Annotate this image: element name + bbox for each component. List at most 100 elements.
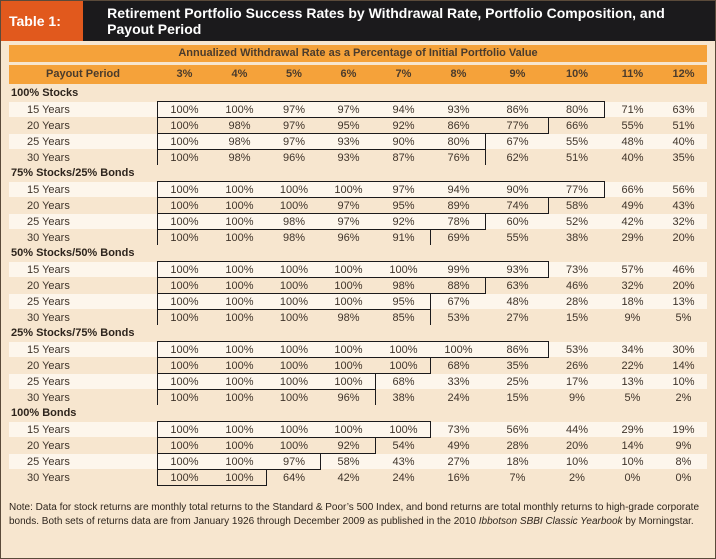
success-rate-cell: 97%	[282, 104, 306, 116]
success-rate-cell: 98%	[228, 152, 251, 164]
table-row: 25 Years 100% 98% 97% 93% 90% 80% 67% 55% 48% 40%	[9, 134, 707, 149]
payout-period-label: 30 Years	[27, 472, 70, 484]
success-rate-cell: 98%	[228, 120, 251, 132]
group-label: 100% Bonds	[11, 407, 77, 419]
success-rate-cell: 100%	[225, 216, 254, 228]
success-rate-cell: 14%	[672, 360, 695, 372]
success-rate-cell: 14%	[621, 440, 644, 452]
payout-period-label: 25 Years	[27, 456, 70, 468]
payout-period-label: 30 Years	[27, 312, 70, 324]
success-rate-cell: 63%	[506, 280, 529, 292]
success-rate-cell: 100%	[389, 360, 418, 372]
success-rate-cell: 9%	[675, 440, 692, 452]
success-rate-cell: 100%	[225, 392, 254, 404]
success-rate-cell: 100%	[225, 104, 254, 116]
success-rate-cell: 100%	[170, 216, 199, 228]
success-rate-cell: 95%	[392, 200, 415, 212]
success-rate-cell: 95%	[337, 120, 360, 132]
table-title: Retirement Portfolio Success Rates by Wi…	[107, 5, 665, 37]
table-row: 15 Years 100% 100% 100% 100% 97% 94% 90% 77% 66% 5…	[9, 182, 707, 197]
success-rate-cell: 100%	[170, 360, 199, 372]
success-rate-cell: 19%	[672, 424, 695, 436]
table-row: 25 Years 100% 100% 97% 58% 43% 27% 18% 10% 10% 8%	[9, 454, 707, 469]
table-row: 15 Years 100% 100% 97% 97% 94% 93% 86% 80% 71% 63%	[9, 102, 707, 117]
success-rate-cell: 34%	[621, 344, 644, 356]
table-row: 15 Years 100% 100% 100% 100% 100% 99% 93% 73% 57%…	[9, 262, 707, 277]
success-rate-cell: 100%	[170, 424, 199, 436]
success-rate-cell: 42%	[621, 216, 644, 228]
success-rate-cell: 48%	[621, 136, 644, 148]
success-rate-cell: 55%	[506, 232, 529, 244]
success-rate-cell: 100%	[389, 344, 418, 356]
column-header-row: Payout Period 3% 4% 5% 6% 7% 8% 9% 10% 11% 12%	[9, 65, 707, 84]
table-row: 25 Years 100% 100% 100% 100% 95% 67% 48% 28% 18% 1…	[9, 294, 707, 309]
success-rate-cell: 40%	[621, 152, 644, 164]
success-rate-cell: 63%	[672, 104, 695, 116]
success-rate-cell: 67%	[447, 296, 470, 308]
success-rate-cell: 87%	[392, 152, 415, 164]
group-header: 100% Bonds	[9, 405, 707, 421]
success-rate-cell: 55%	[565, 136, 589, 148]
payout-period-label: 20 Years	[27, 120, 70, 132]
success-rate-cell: 0%	[675, 472, 692, 484]
success-rate-cell: 10%	[565, 456, 589, 468]
success-rate-cell: 46%	[565, 280, 589, 292]
success-rate-cell: 80%	[447, 136, 470, 148]
success-rate-cell: 100%	[170, 264, 199, 276]
success-rate-cell: 100%	[389, 264, 418, 276]
success-rate-cell: 16%	[447, 472, 470, 484]
success-rate-cell: 56%	[672, 184, 695, 196]
success-rate-cell: 100%	[334, 184, 363, 196]
success-rate-cell: 100%	[170, 152, 199, 164]
success-rate-cell: 62%	[506, 152, 529, 164]
header-rate-10: 10%	[565, 68, 589, 80]
payout-period-label: 30 Years	[27, 152, 70, 164]
success-rate-cell: 100%	[170, 376, 199, 388]
success-rate-cell: 20%	[672, 280, 695, 292]
success-rate-cell: 100%	[225, 296, 254, 308]
success-rate-cell: 100%	[279, 296, 309, 308]
table-row: 20 Years 100% 100% 100% 100% 98% 88% 63% 46% 32% 2…	[9, 278, 707, 293]
success-rate-cell: 97%	[337, 216, 360, 228]
table-row: 30 Years 100% 98% 96% 93% 87% 76% 62% 51% 40% 35%	[9, 150, 707, 165]
success-rate-cell: 97%	[337, 104, 360, 116]
success-rate-cell: 97%	[337, 200, 360, 212]
success-rate-cell: 5%	[675, 312, 692, 324]
success-rate-cell: 97%	[392, 184, 415, 196]
footnote-text-1: Note: Data for stock returns are monthly…	[9, 502, 700, 527]
success-rate-cell: 100%	[225, 360, 254, 372]
payout-period-label: 25 Years	[27, 216, 70, 228]
table-row: 20 Years 100% 98% 97% 95% 92% 86% 77% 66% 55% 51%	[9, 118, 707, 133]
group-label: 25% Stocks/75% Bonds	[11, 327, 135, 339]
success-rate-cell: 26%	[565, 360, 589, 372]
success-rate-cell: 40%	[672, 136, 695, 148]
success-rate-cell: 100%	[225, 376, 254, 388]
success-rate-cell: 100%	[170, 456, 199, 468]
footnote-text-2: by Morningstar.	[622, 516, 694, 527]
success-rate-cell: 93%	[506, 264, 529, 276]
success-rate-cell: 64%	[282, 472, 306, 484]
group-label: 75% Stocks/25% Bonds	[11, 167, 135, 179]
success-rate-cell: 48%	[506, 296, 529, 308]
success-rate-cell: 100%	[279, 264, 309, 276]
success-rate-cell: 92%	[337, 440, 360, 452]
group-label: 100% Stocks	[11, 87, 79, 99]
table-row: 25 Years 100% 100% 100% 100% 68% 33% 25% 17% 13% 1…	[9, 374, 707, 389]
success-rate-cell: 100%	[170, 440, 199, 452]
payout-period-label: 20 Years	[27, 200, 70, 212]
success-rate-cell: 100%	[170, 136, 199, 148]
success-rate-cell: 35%	[672, 152, 695, 164]
success-rate-cell: 100%	[334, 344, 363, 356]
success-rate-cell: 100%	[170, 120, 199, 132]
success-rate-cell: 71%	[621, 104, 644, 116]
success-rate-cell: 96%	[282, 152, 306, 164]
success-rate-cell: 97%	[282, 120, 306, 132]
success-rate-cell: 92%	[392, 216, 415, 228]
success-rate-cell: 100%	[279, 392, 309, 404]
success-rate-cell: 86%	[506, 344, 529, 356]
payout-period-label: 20 Years	[27, 280, 70, 292]
success-rate-cell: 100%	[279, 280, 309, 292]
withdrawal-rate-super-header: Annualized Withdrawal Rate as a Percenta…	[9, 45, 707, 62]
success-rate-cell: 54%	[392, 440, 415, 452]
success-rate-cell: 2%	[569, 472, 585, 484]
